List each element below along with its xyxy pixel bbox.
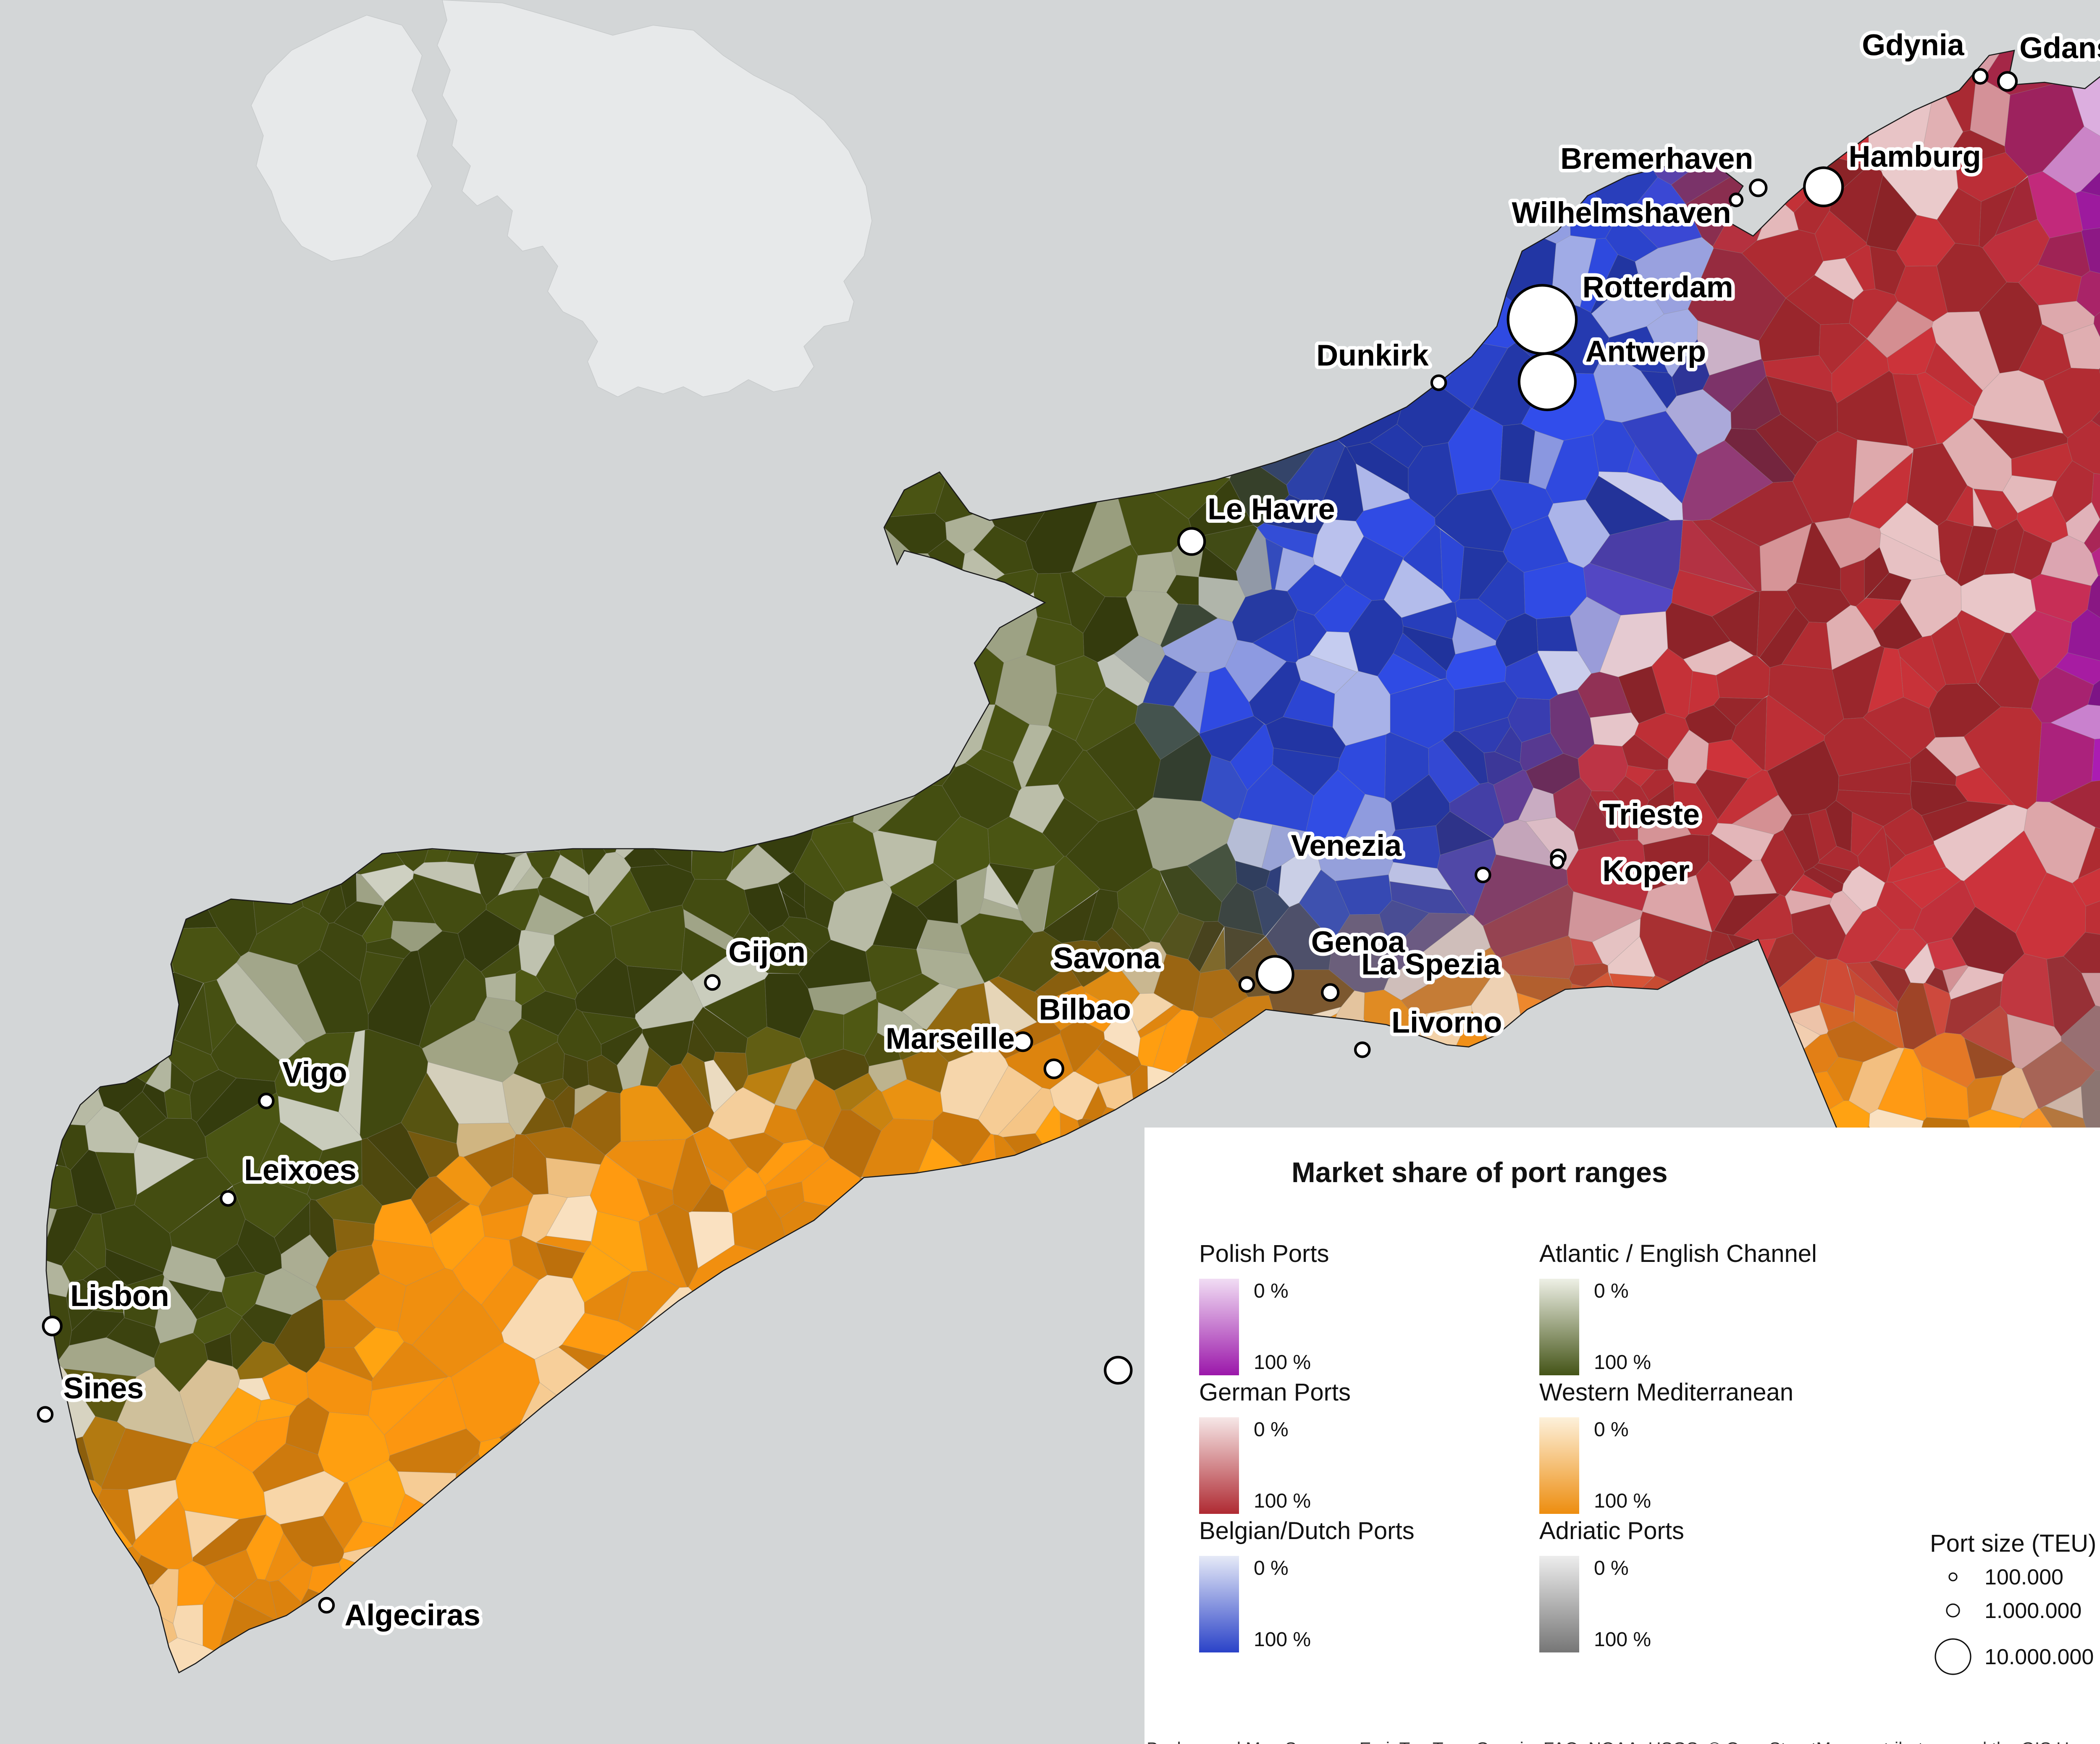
svg-text:100 %: 100 % xyxy=(1254,1351,1311,1374)
svg-text:Trieste: Trieste xyxy=(1602,798,1699,831)
svg-text:Bremerhaven: Bremerhaven xyxy=(1560,142,1753,176)
svg-text:Polish Ports: Polish Ports xyxy=(1199,1240,1329,1267)
svg-text:100 %: 100 % xyxy=(1254,1629,1311,1651)
svg-text:Le Havre: Le Havre xyxy=(1208,493,1335,526)
svg-text:Vigo: Vigo xyxy=(282,1056,347,1090)
svg-text:Rotterdam: Rotterdam xyxy=(1583,270,1733,304)
svg-text:Bilbao: Bilbao xyxy=(1039,993,1131,1026)
svg-text:100.000: 100.000 xyxy=(1984,1565,2063,1589)
svg-text:0 %: 0 % xyxy=(1594,1280,1629,1302)
svg-text:Sines: Sines xyxy=(63,1372,144,1405)
svg-text:0 %: 0 % xyxy=(1254,1419,1289,1441)
svg-text:Western Mediterranean: Western Mediterranean xyxy=(1539,1379,1793,1406)
svg-text:Background Map Sources: Esri,: Background Map Sources: Esri, TomTom, Ga… xyxy=(1147,1739,2100,1744)
svg-text:0 %: 0 % xyxy=(1594,1557,1629,1579)
svg-text:Venezia: Venezia xyxy=(1291,829,1402,863)
svg-text:Atlantic / English Channel: Atlantic / English Channel xyxy=(1539,1240,1817,1267)
svg-text:Algeciras: Algeciras xyxy=(345,1599,480,1632)
svg-text:100 %: 100 % xyxy=(1594,1490,1651,1512)
svg-text:Adriatic Ports: Adriatic Ports xyxy=(1539,1517,1684,1545)
svg-text:Gijon: Gijon xyxy=(728,936,805,969)
svg-text:Hamburg: Hamburg xyxy=(1849,140,1981,173)
svg-text:Dunkirk: Dunkirk xyxy=(1316,339,1428,372)
svg-text:100 %: 100 % xyxy=(1594,1629,1651,1651)
svg-text:Marseille: Marseille xyxy=(886,1022,1015,1055)
svg-text:Gdynia: Gdynia xyxy=(1862,29,1964,62)
svg-text:100 %: 100 % xyxy=(1594,1351,1651,1374)
svg-text:10.000.000: 10.000.000 xyxy=(1984,1645,2094,1669)
svg-text:Antwerp: Antwerp xyxy=(1586,335,1706,368)
svg-text:Savona: Savona xyxy=(1053,941,1160,975)
svg-text:0 %: 0 % xyxy=(1254,1280,1289,1302)
svg-text:Leixoes: Leixoes xyxy=(244,1154,356,1187)
svg-text:Livorno: Livorno xyxy=(1391,1006,1502,1039)
svg-text:Gdansk: Gdansk xyxy=(2019,31,2100,65)
svg-text:Wilhelmshaven: Wilhelmshaven xyxy=(1512,196,1731,230)
svg-text:Koper: Koper xyxy=(1602,854,1689,888)
svg-text:100 %: 100 % xyxy=(1254,1490,1311,1512)
svg-text:Belgian/Dutch Ports: Belgian/Dutch Ports xyxy=(1199,1517,1415,1545)
svg-text:0 %: 0 % xyxy=(1594,1419,1629,1441)
svg-text:1.000.000: 1.000.000 xyxy=(1984,1599,2082,1623)
svg-text:0 %: 0 % xyxy=(1254,1557,1289,1579)
svg-text:Lisbon: Lisbon xyxy=(70,1279,169,1313)
svg-text:Port size (TEU): Port size (TEU) xyxy=(1930,1530,2096,1557)
svg-text:German Ports: German Ports xyxy=(1199,1379,1351,1406)
svg-text:La Spezia: La Spezia xyxy=(1361,947,1501,981)
svg-text:Market share of port ranges: Market share of port ranges xyxy=(1292,1157,1668,1188)
